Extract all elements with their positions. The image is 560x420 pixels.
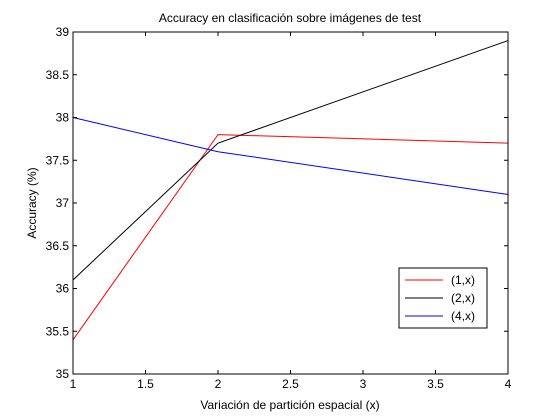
series-line-1 xyxy=(72,134,509,341)
y-tick-label: 38 xyxy=(56,111,70,125)
y-tick-label: 36 xyxy=(56,282,70,296)
x-tick-label: 4 xyxy=(505,377,512,391)
y-axis-label: Accuracy (%) xyxy=(25,167,39,238)
legend-label: (2,x) xyxy=(451,291,475,305)
x-tick-label: 3.5 xyxy=(427,377,444,391)
y-tick-label: 35 xyxy=(56,367,70,381)
x-tick-label: 2.5 xyxy=(282,377,299,391)
legend-label: (1,x) xyxy=(451,273,475,287)
x-tick-label: 3 xyxy=(360,377,367,391)
x-axis-label: Variación de partición espacial (x) xyxy=(200,398,379,412)
legend: (1,x) (2,x) (4,x) xyxy=(398,267,488,329)
series-layer xyxy=(72,40,509,341)
y-tick-label: 37 xyxy=(56,196,70,210)
y-tick-label: 38.5 xyxy=(46,68,70,82)
chart-title: Accuracy en clasificación sobre imágenes… xyxy=(159,11,422,25)
x-tick-label: 2 xyxy=(215,377,222,391)
x-tick-label: 1 xyxy=(70,377,77,391)
series-line-3 xyxy=(72,117,509,195)
y-tick-label: 37.5 xyxy=(46,153,70,167)
series-line-2 xyxy=(72,40,509,281)
legend-label: (4,x) xyxy=(451,309,475,323)
x-tick-label: 1.5 xyxy=(137,377,154,391)
tick-layer: 1 1.5 2 2.5 3 3.5 4 35 35.5 36 36.5 37 37.5 38 38.5 39 xyxy=(46,25,512,391)
y-tick-label: 35.5 xyxy=(46,324,70,338)
y-tick-label: 39 xyxy=(56,25,70,39)
y-tick-label: 36.5 xyxy=(46,239,70,253)
